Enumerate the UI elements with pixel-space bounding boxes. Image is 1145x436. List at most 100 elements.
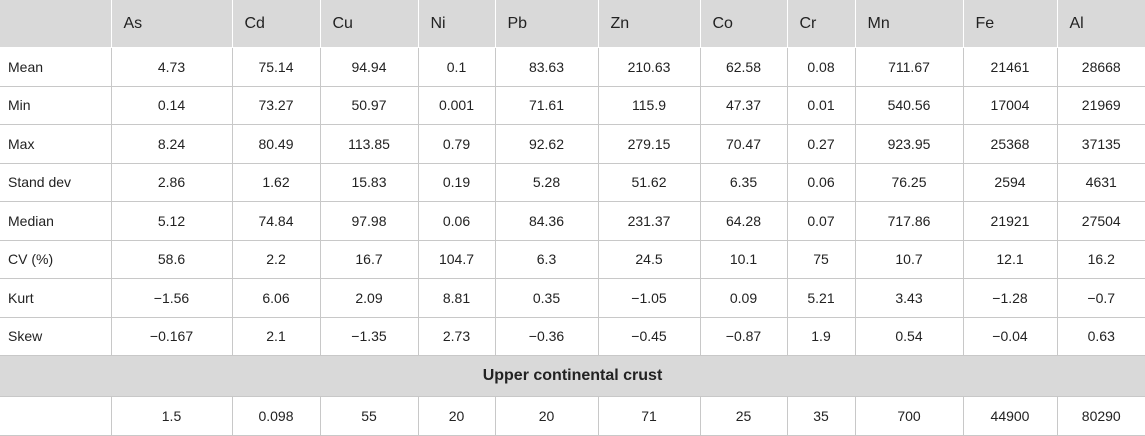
column-header: Co <box>699 0 788 48</box>
section-row: Upper continental crust <box>0 355 1145 397</box>
cell: 37135 <box>1056 124 1145 164</box>
crust-row: 1.5 0.098 55 20 20 71 25 35 700 44900 80290 <box>0 396 1145 436</box>
cell: 0.54 <box>854 316 964 356</box>
cell: 16.2 <box>1056 239 1145 279</box>
cell: 0.27 <box>786 124 856 164</box>
row-label: Mean <box>0 47 112 87</box>
cell: 711.67 <box>854 47 964 87</box>
column-header: Al <box>1056 0 1145 48</box>
cell: 97.98 <box>319 201 419 241</box>
cell: 17004 <box>962 85 1058 125</box>
cell: 0.79 <box>417 124 496 164</box>
cell: 6.06 <box>231 278 321 318</box>
cell: 0.08 <box>786 47 856 87</box>
cell: 76.25 <box>854 162 964 202</box>
data-row: Median 5.12 74.84 97.98 0.06 84.36 231.37 64.28… <box>0 201 1145 241</box>
cell: 5.12 <box>110 201 233 241</box>
cell: 44900 <box>962 396 1058 436</box>
cell: 540.56 <box>854 85 964 125</box>
cell: 0.19 <box>417 162 496 202</box>
header-row: As Cd Cu Ni Pb Zn Co Cr Mn Fe Al <box>0 0 1145 48</box>
cell: 35 <box>786 396 856 436</box>
cell: 92.62 <box>494 124 599 164</box>
cell: −1.05 <box>597 278 701 318</box>
row-label: Max <box>0 124 112 164</box>
column-header: As <box>110 0 233 48</box>
cell: −1.35 <box>319 316 419 356</box>
cell: 0.07 <box>786 201 856 241</box>
cell: 25368 <box>962 124 1058 164</box>
cell: 0.06 <box>786 162 856 202</box>
column-header: Cr <box>786 0 856 48</box>
cell: 94.94 <box>319 47 419 87</box>
cell: 717.86 <box>854 201 964 241</box>
column-header: Fe <box>962 0 1058 48</box>
cell: 25 <box>699 396 788 436</box>
row-label: Median <box>0 201 112 241</box>
cell: 0.14 <box>110 85 233 125</box>
table-body: Mean 4.73 75.14 94.94 0.1 83.63 210.63 62.58 0.0… <box>0 47 1145 436</box>
data-row: Skew −0.167 2.1 −1.35 2.73 −0.36 −0.45 −0.87 1.9… <box>0 316 1145 356</box>
cell: 71.61 <box>494 85 599 125</box>
cell: −1.28 <box>962 278 1058 318</box>
cell: −0.87 <box>699 316 788 356</box>
cell: 16.7 <box>319 239 419 279</box>
cell: 58.6 <box>110 239 233 279</box>
cell: 2.09 <box>319 278 419 318</box>
data-row: Stand dev 2.86 1.62 15.83 0.19 5.28 51.62 6.35 0… <box>0 162 1145 202</box>
cell: 10.1 <box>699 239 788 279</box>
section-title: Upper continental crust <box>0 355 1145 397</box>
cell: 1.9 <box>786 316 856 356</box>
cell: 2.73 <box>417 316 496 356</box>
column-header: Mn <box>854 0 964 48</box>
cell: 12.1 <box>962 239 1058 279</box>
cell: 6.3 <box>494 239 599 279</box>
column-header: Zn <box>597 0 701 48</box>
cell: 20 <box>494 396 599 436</box>
cell: 0.001 <box>417 85 496 125</box>
row-label: Stand dev <box>0 162 112 202</box>
cell: 5.21 <box>786 278 856 318</box>
cell: 47.37 <box>699 85 788 125</box>
cell: 55 <box>319 396 419 436</box>
cell: 20 <box>417 396 496 436</box>
cell: 62.58 <box>699 47 788 87</box>
cell: 51.62 <box>597 162 701 202</box>
cell: 0.06 <box>417 201 496 241</box>
cell: 210.63 <box>597 47 701 87</box>
cell: 6.35 <box>699 162 788 202</box>
row-label: Min <box>0 85 112 125</box>
cell: 21921 <box>962 201 1058 241</box>
cell: 28668 <box>1056 47 1145 87</box>
cell: 2594 <box>962 162 1058 202</box>
data-row: Max 8.24 80.49 113.85 0.79 92.62 279.15 70.47 0.… <box>0 124 1145 164</box>
cell: 1.62 <box>231 162 321 202</box>
cell: 83.63 <box>494 47 599 87</box>
cell: 27504 <box>1056 201 1145 241</box>
cell: 0.01 <box>786 85 856 125</box>
column-header: Pb <box>494 0 599 48</box>
cell: 74.84 <box>231 201 321 241</box>
cell: 84.36 <box>494 201 599 241</box>
column-header: Cu <box>319 0 419 48</box>
cell: 0.098 <box>231 396 321 436</box>
cell: −0.45 <box>597 316 701 356</box>
column-header: Cd <box>231 0 321 48</box>
cell: 15.83 <box>319 162 419 202</box>
cell: −0.36 <box>494 316 599 356</box>
cell: 2.2 <box>231 239 321 279</box>
cell: 3.43 <box>854 278 964 318</box>
cell: 8.24 <box>110 124 233 164</box>
cell: 115.9 <box>597 85 701 125</box>
data-row: CV (%) 58.6 2.2 16.7 104.7 6.3 24.5 10.1 75 10.7 1… <box>0 239 1145 279</box>
row-label: Skew <box>0 316 112 356</box>
cell: 0.63 <box>1056 316 1145 356</box>
cell: −0.7 <box>1056 278 1145 318</box>
cell: 75.14 <box>231 47 321 87</box>
cell: 64.28 <box>699 201 788 241</box>
cell: 8.81 <box>417 278 496 318</box>
row-label: CV (%) <box>0 239 112 279</box>
cell: 113.85 <box>319 124 419 164</box>
